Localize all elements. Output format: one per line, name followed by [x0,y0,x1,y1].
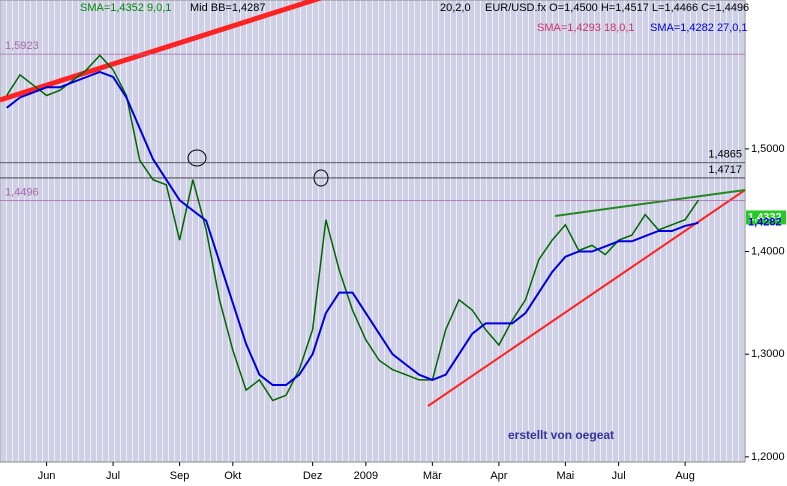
chart-title: EUR/USD.fx O=1,4500 H=1,4517 L=1,4466 C=… [485,2,749,14]
indicator-label: Mid BB=1,4287 [190,2,266,14]
indicator-label: SMA=1,4293 18,0,1 [537,22,635,34]
series-line [6,70,699,386]
x-tick-label: Jun [38,470,56,482]
x-tick-label: Apr [490,470,507,482]
indicator-label: SMA=1,4282 27,0,1 [650,22,748,34]
annotation: erstellt von oegeat [508,428,614,442]
trend-line [0,0,323,103]
level-label: 1,4865 [708,149,742,161]
level-label: 1,4717 [708,164,742,176]
level-label: 1,5923 [5,40,39,52]
x-tick-label: Okt [224,470,241,482]
indicator-label: 20,2,0 [440,2,471,14]
resistance-line [554,189,746,217]
series-line [6,54,700,402]
x-tick-label: 2009 [354,470,378,482]
price-label: 1,4282 [748,216,782,228]
x-tick-label: Jul [106,470,120,482]
x-tick-label: Sep [170,470,190,482]
indicator-label: SMA=1,4352 9,0,1 [80,2,171,14]
level-label: 1,4496 [5,187,39,199]
plot-area [0,0,745,462]
y-tick-label: 1,5000 [751,143,785,155]
y-tick-label: 1,2000 [751,451,785,463]
y-tick-label: 1,4000 [751,245,785,257]
x-tick-label: Dez [303,470,323,482]
price-label: 1,4332 [748,211,782,223]
price-box [746,210,786,225]
marker-circle [187,149,207,167]
trend-line [427,189,746,407]
x-tick-label: Mai [557,470,575,482]
x-tick-label: Aug [675,470,695,482]
x-tick-label: Jul [612,470,626,482]
plot-border [0,0,746,463]
x-tick-label: Mär [423,470,442,482]
y-tick-label: 1,3000 [751,348,785,360]
